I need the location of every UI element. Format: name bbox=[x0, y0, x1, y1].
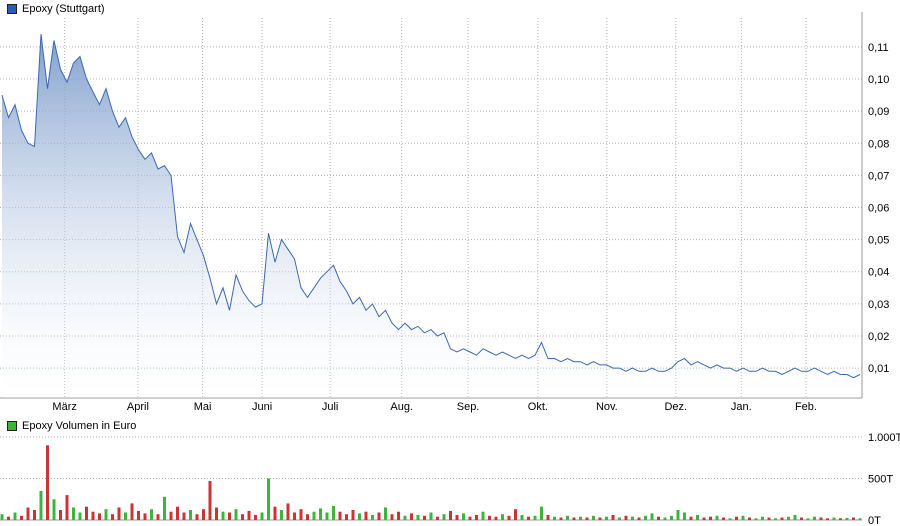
svg-text:500T: 500T bbox=[868, 474, 893, 486]
svg-text:0,04: 0,04 bbox=[868, 267, 889, 279]
price-legend: Epoxy (Stuttgart) bbox=[7, 3, 105, 15]
svg-text:0,11: 0,11 bbox=[868, 42, 889, 54]
svg-text:0,07: 0,07 bbox=[868, 170, 889, 182]
svg-text:Okt.: Okt. bbox=[528, 401, 548, 413]
svg-text:Nov.: Nov. bbox=[596, 401, 618, 413]
price-axis-labels: 0,11 0,10 0,09 0,08 0,07 0,06 0,05 0,04 0,03 0,02… bbox=[52, 42, 889, 413]
svg-text:0,08: 0,08 bbox=[868, 138, 889, 150]
volume-legend: Epoxy Volumen in Euro bbox=[7, 420, 136, 432]
svg-text:Sep.: Sep. bbox=[457, 401, 480, 413]
volume-chart: 1.000T 500T 0T bbox=[0, 432, 900, 526]
svg-text:Juni: Juni bbox=[252, 401, 272, 413]
svg-text:März: März bbox=[52, 401, 76, 413]
svg-text:0T: 0T bbox=[868, 515, 881, 526]
svg-text:Dez.: Dez. bbox=[664, 401, 687, 413]
price-line bbox=[1, 34, 861, 379]
svg-text:1.000T: 1.000T bbox=[868, 432, 900, 444]
price-legend-label: Epoxy (Stuttgart) bbox=[22, 3, 105, 15]
svg-text:Jan.: Jan. bbox=[731, 401, 752, 413]
price-legend-marker-icon bbox=[7, 4, 17, 14]
svg-text:0,01: 0,01 bbox=[868, 363, 889, 375]
svg-text:Aug.: Aug. bbox=[390, 401, 413, 413]
price-gridlines bbox=[0, 18, 862, 397]
svg-text:0,06: 0,06 bbox=[868, 203, 889, 215]
svg-text:0,10: 0,10 bbox=[868, 74, 889, 86]
svg-text:April: April bbox=[127, 401, 149, 413]
price-chart: 0,11 0,10 0,09 0,08 0,07 0,06 0,05 0,04 0,03 0,02… bbox=[0, 12, 889, 413]
svg-text:Feb.: Feb. bbox=[795, 401, 817, 413]
svg-text:0,03: 0,03 bbox=[868, 299, 889, 311]
svg-text:Mai: Mai bbox=[194, 401, 212, 413]
volume-legend-label: Epoxy Volumen in Euro bbox=[22, 420, 137, 432]
svg-text:0,02: 0,02 bbox=[868, 331, 889, 343]
svg-text:0,05: 0,05 bbox=[868, 235, 889, 247]
volume-axis-labels: 1.000T 500T 0T bbox=[868, 432, 900, 526]
volume-legend-marker-icon bbox=[7, 421, 17, 431]
svg-text:Juli: Juli bbox=[322, 401, 339, 413]
volume-bars bbox=[0, 445, 862, 521]
volume-gridlines bbox=[0, 436, 862, 479]
svg-text:0,09: 0,09 bbox=[868, 106, 889, 118]
price-area bbox=[2, 34, 860, 398]
